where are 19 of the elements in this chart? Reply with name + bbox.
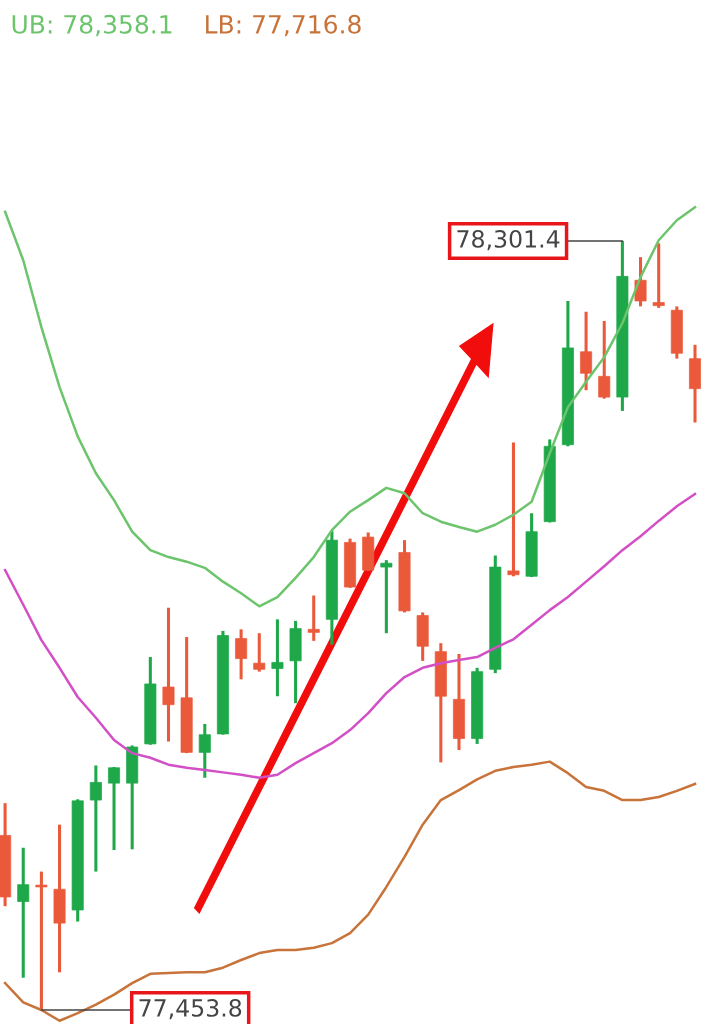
annotation: 77,453.8 (139, 998, 242, 1020)
candlestick (198, 722, 211, 778)
candlestick (307, 595, 320, 641)
text: UB: 78,358.1 (12, 14, 172, 37)
text: LB: 77,716.8 (206, 14, 361, 37)
candlestick (253, 633, 266, 672)
candlestick (89, 765, 102, 872)
candlestick (507, 442, 520, 577)
candlestick (17, 847, 30, 978)
candlestick (235, 629, 248, 680)
candlestick (580, 311, 593, 392)
annotation: 78,301.4 (457, 229, 560, 251)
candlestick (380, 560, 393, 635)
candlestick (162, 606, 175, 742)
candlestick (271, 619, 284, 697)
candlestick (652, 243, 665, 308)
candlestick (108, 767, 120, 852)
candlestick (598, 320, 611, 399)
candlestick (35, 871, 48, 1010)
